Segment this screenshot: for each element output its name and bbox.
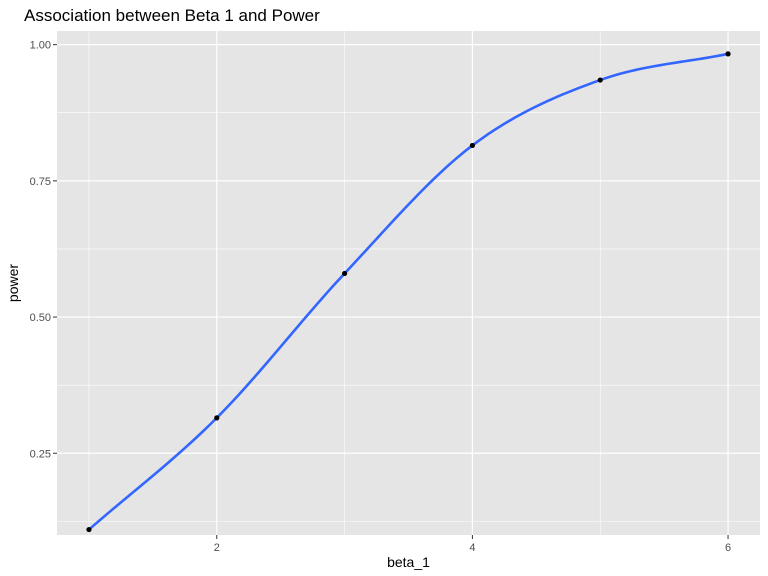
data-point (86, 526, 92, 533)
y-tick-label: 0.50 (30, 312, 51, 324)
chart-title: Association between Beta 1 and Power (24, 6, 320, 25)
minor-gridlines (57, 31, 760, 535)
data-point (214, 415, 220, 421)
x-tick-label: 4 (469, 542, 475, 554)
x-tick-label: 6 (725, 542, 731, 554)
x-axis-title: beta_1 (387, 554, 430, 570)
data-point (341, 270, 348, 277)
y-axis-title: power (5, 264, 21, 302)
y-tick-label: 0.75 (30, 176, 51, 188)
data-point (597, 77, 603, 83)
data-point (469, 142, 476, 149)
y-tick-label: 0.25 (30, 448, 51, 460)
x-tick-label: 2 (214, 542, 220, 554)
y-tick-label: 1.00 (30, 40, 51, 52)
smooth-trend-line (87, 52, 730, 531)
plot-panel (57, 31, 760, 535)
major-gridlines (57, 31, 760, 535)
axis-ticks: 2 4 6 0.25 0.50 0.75 1.00 (30, 40, 732, 554)
data-point (725, 51, 731, 57)
series-layer (86, 51, 731, 533)
